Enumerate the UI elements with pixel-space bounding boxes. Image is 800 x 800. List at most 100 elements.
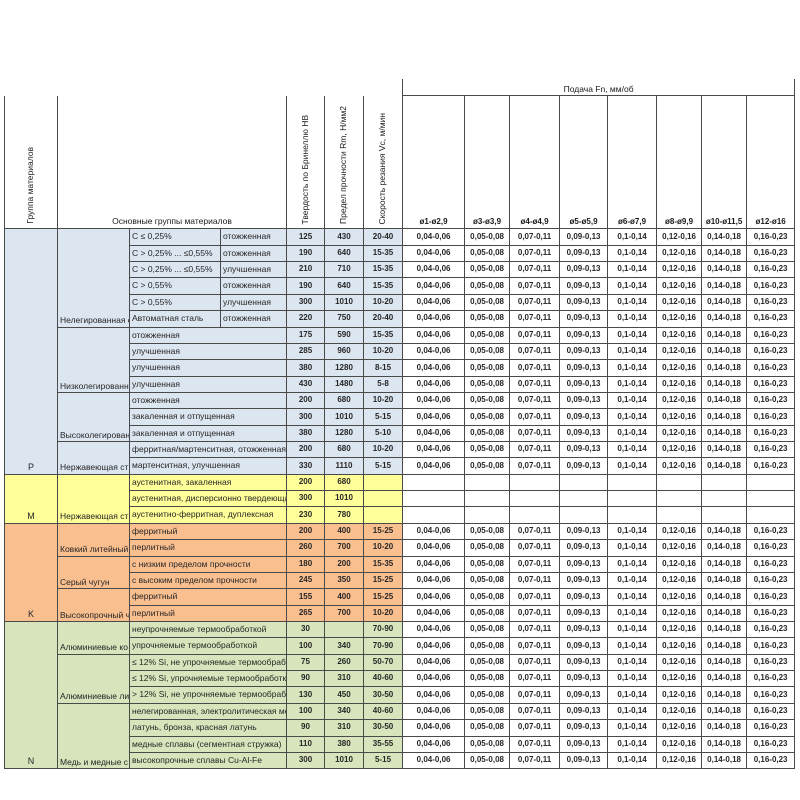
cutting-speed-cell: 15-35: [362, 261, 404, 279]
cutting-speed-cell: 15-35: [362, 555, 404, 573]
feed-cell: 0,05-0,08: [464, 244, 511, 263]
cutting-speed-cell: 5-10: [362, 424, 404, 443]
hardness-cell: 180: [286, 555, 325, 573]
header-diameter-col: ø1-ø2,9: [402, 95, 466, 230]
table-row: Алюминиевые ли ≤ 12% Si, не упрочняемые т…: [5, 653, 796, 704]
hardness-cell: 190: [286, 244, 325, 263]
cutting-speed-cell: 30-50: [362, 719, 404, 737]
table-row: > 12% Si, не упрочняемые термообрабо 130 4…: [5, 686, 796, 704]
cutting-speed-cell: 10-20: [362, 539, 404, 557]
header-hardness-label: Твердость по Бринеллю HB: [299, 114, 310, 225]
cutting-speed-cell: 8-15: [362, 359, 404, 377]
feed-cell: 0,07-0,11: [509, 719, 561, 737]
cutting-speed-cell: [362, 490, 404, 508]
header-main-groups: Основные группы материалов: [57, 95, 287, 230]
feed-cell: 0,07-0,11: [509, 228, 561, 246]
feed-cell: 0,04-0,06: [402, 604, 466, 622]
hardness-cell: 125: [286, 228, 325, 246]
cutting-speed-cell: 10-20: [362, 391, 404, 410]
feed-cell: 0,07-0,11: [509, 375, 561, 393]
table-row: ≤ 12% Si, упрочняемые термообработко 90 31…: [5, 670, 796, 688]
header-diameter-col: ø8-ø9,9: [656, 95, 703, 230]
feed-cell: 0,16-0,23: [746, 310, 796, 328]
cutting-speed-cell: 5-15: [362, 751, 404, 770]
feed-cell: 0,05-0,08: [464, 653, 511, 672]
feed-cell: 0,14-0,18: [701, 441, 748, 459]
feed-cell: 0,14-0,18: [701, 588, 748, 606]
cutting-speed-cell: 20-40: [362, 310, 404, 328]
feed-cell: 0,12-0,16: [656, 244, 703, 263]
material-subgroup-cell: с низким пределом прочности: [129, 555, 287, 573]
feed-cell: 0,07-0,11: [509, 244, 561, 263]
feed-cell: 0,04-0,06: [402, 588, 466, 606]
header-diameter-col: ø6-ø7,9: [607, 95, 658, 230]
feed-cell: 0,05-0,08: [464, 457, 511, 475]
feed-cell: 0,09-0,13: [559, 702, 609, 721]
hardness-cell: 100: [286, 637, 325, 655]
feed-cell: 0,12-0,16: [656, 555, 703, 573]
cutting-speed-cell: 5-8: [362, 375, 404, 393]
material-group-cell: Серый чугун: [57, 555, 130, 590]
strength-cell: 750: [324, 310, 364, 328]
feed-cell: 0,16-0,23: [746, 244, 796, 263]
feed-cell: 0,09-0,13: [559, 408, 609, 426]
strength-cell: 590: [324, 326, 364, 344]
table-row: N Алюминиевые ко неупрочняемые термообрабо…: [4, 620, 796, 770]
feed-cell: [656, 506, 703, 524]
table-row: аустенитная, дисперсионно твердеюща 300 10…: [5, 490, 796, 508]
feed-cell: 0,16-0,23: [746, 686, 796, 704]
strength-cell: 710: [324, 261, 364, 279]
feed-cell: 0,04-0,06: [402, 293, 466, 312]
hardness-cell: 110: [286, 735, 325, 753]
heat-treatment-cell: отожженная: [220, 310, 287, 328]
table-row: улучшенная 285 960 10-20 0,04-0,06 0,05-0,08 0…: [5, 342, 796, 361]
feed-cell: 0,1-0,14: [607, 359, 658, 377]
strength-cell: 640: [324, 244, 364, 263]
feed-cell: 0,05-0,08: [464, 555, 511, 573]
strength-cell: 680: [324, 473, 364, 492]
feed-cell: 0,1-0,14: [607, 424, 658, 443]
feed-cell: 0,04-0,06: [402, 326, 466, 344]
feed-cell: 0,07-0,11: [509, 751, 561, 770]
feed-cell: 0,16-0,23: [746, 228, 796, 246]
feed-cell: 0,04-0,06: [402, 751, 466, 770]
material-subgroup-cell: перлитный: [129, 604, 287, 622]
feed-cell: 0,12-0,16: [656, 342, 703, 361]
material-subgroup-cell: высокопрочные сплавы Cu-Al-Fe: [129, 751, 287, 770]
table-row: K Ковкий литейный ферритный 200 400 15-25 0,04…: [4, 522, 796, 622]
header-diameter-col: ø5-ø5,9: [559, 95, 609, 230]
strength-cell: 1110: [324, 457, 364, 475]
header-strength-label: Предел прочности Rm, Н/мм2: [338, 106, 349, 225]
table-row: улучшенная 430 1480 5-8 0,04-0,06 0,05-0,08 0,…: [5, 375, 796, 393]
feed-cell: 0,1-0,14: [607, 277, 658, 295]
feed-cell: [559, 506, 609, 524]
feed-cell: 0,04-0,06: [402, 261, 466, 279]
table-row: Низколегированн отожженная 175 590 15-35 0,04…: [5, 326, 796, 393]
strength-cell: 1010: [324, 751, 364, 770]
feed-cell: 0,05-0,08: [464, 441, 511, 459]
table-row: Высоколегирован отожженная 200 680 10-20 0,04…: [5, 391, 796, 443]
feed-cell: 0,04-0,06: [402, 375, 466, 393]
cutting-speed-cell: 20-40: [362, 228, 404, 246]
feed-cell: 0,12-0,16: [656, 359, 703, 377]
feed-cell: 0,1-0,14: [607, 588, 658, 606]
feed-cell: 0,1-0,14: [607, 326, 658, 344]
cutting-speed-cell: 10-20: [362, 604, 404, 622]
strength-cell: [324, 620, 364, 639]
feed-cell: 0,04-0,06: [402, 702, 466, 721]
material-subgroup-cell: C ≤ 0,25%: [129, 228, 221, 246]
feed-cell: [402, 490, 466, 508]
cutting-speed-cell: [362, 506, 404, 524]
feed-cell: 0,14-0,18: [701, 342, 748, 361]
cutting-speed-cell: 5-15: [362, 408, 404, 426]
feed-cell: 0,16-0,23: [746, 342, 796, 361]
feed-cell: 0,14-0,18: [701, 277, 748, 295]
feed-cell: 0,12-0,16: [656, 719, 703, 737]
feed-cell: 0,16-0,23: [746, 620, 796, 639]
material-group-cell: Высокопрочный ч: [57, 588, 130, 622]
feed-cell: 0,12-0,16: [656, 653, 703, 672]
feed-cell: 0,1-0,14: [607, 670, 658, 688]
material-subgroup-cell: упрочняемые термообработкой: [129, 637, 287, 655]
table-row: высокопрочные сплавы Cu-Al-Fe 300 1010 5-15…: [5, 751, 796, 770]
cutting-speed-cell: 15-35: [362, 277, 404, 295]
